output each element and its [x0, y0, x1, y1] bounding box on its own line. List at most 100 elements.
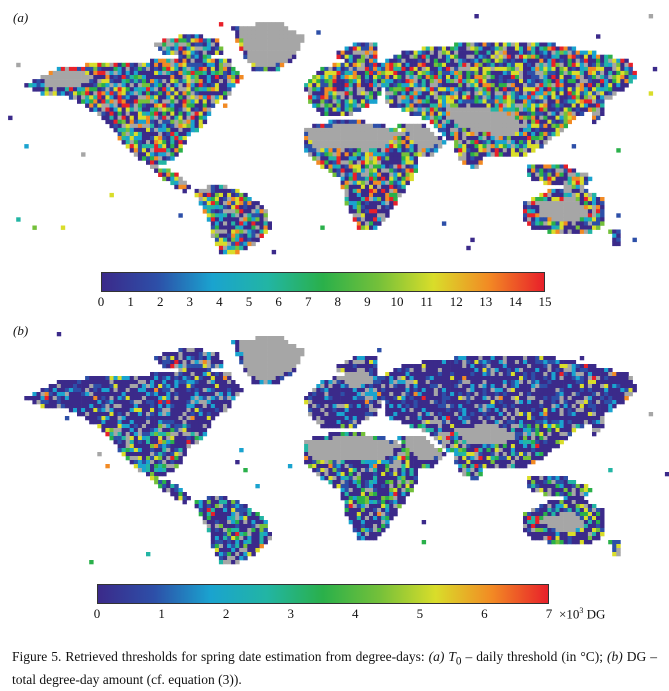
map-cell	[425, 131, 431, 137]
map-cell	[198, 38, 204, 43]
map-cell	[587, 75, 593, 80]
map-cell	[592, 372, 597, 377]
map-cell	[214, 50, 220, 55]
map-cell	[389, 91, 394, 96]
map-cell	[190, 123, 195, 129]
map-cell	[89, 404, 94, 409]
map-cell	[352, 376, 358, 381]
map-cell	[393, 396, 398, 401]
map-cell	[186, 127, 191, 133]
map-cell	[600, 217, 605, 222]
map-cell	[429, 368, 435, 373]
map-cell	[389, 168, 394, 173]
map-cell	[506, 364, 512, 369]
map-cell	[316, 156, 321, 161]
map-cell	[56, 75, 62, 80]
map-cell	[506, 148, 512, 153]
map-cell	[279, 58, 285, 64]
map-cell	[559, 380, 564, 385]
map-cell	[259, 213, 264, 218]
map-cell	[190, 95, 195, 100]
map-cell	[587, 372, 593, 377]
map-cell	[527, 62, 532, 68]
map-cell	[312, 392, 317, 397]
map-cell	[446, 91, 451, 96]
map-cell	[567, 392, 572, 397]
map-cell	[450, 392, 455, 397]
map-cell	[494, 131, 500, 137]
map-cell	[166, 392, 171, 397]
map-cell	[186, 54, 191, 60]
map-cell	[198, 348, 204, 353]
map-cell	[482, 62, 487, 68]
map-cell	[182, 348, 187, 353]
map-cell	[600, 58, 605, 64]
map-cell	[182, 111, 187, 116]
map-cell	[401, 392, 406, 397]
map-cell	[474, 79, 479, 84]
map-cell	[68, 83, 74, 88]
map-cell	[133, 119, 139, 125]
map-cell	[332, 164, 337, 169]
map-cell	[547, 127, 552, 133]
map-cell	[332, 111, 337, 116]
map-cell	[170, 136, 175, 141]
map-cell	[44, 396, 49, 401]
map-cell	[519, 91, 524, 96]
map-cell	[141, 107, 147, 112]
map-cell	[567, 221, 572, 226]
map-cell	[486, 388, 491, 393]
map-cell	[150, 140, 155, 145]
map-cell	[279, 348, 285, 353]
map-cell	[539, 95, 544, 100]
map-cell	[105, 83, 110, 88]
map-cell	[373, 217, 378, 222]
map-cell	[535, 209, 540, 214]
map-cell	[527, 144, 532, 149]
map-cell	[454, 396, 459, 401]
map-cell	[567, 192, 572, 198]
map-cell	[571, 188, 577, 194]
map-cell	[575, 376, 581, 381]
map-cell	[425, 364, 431, 369]
map-cell	[198, 34, 204, 39]
map-cell	[324, 156, 329, 161]
map-cell	[247, 241, 252, 247]
map-cell	[373, 148, 378, 153]
map-cell	[373, 58, 378, 64]
map-cell	[539, 42, 544, 47]
map-cell	[527, 172, 532, 177]
map-cell	[137, 103, 143, 108]
map-cell	[527, 392, 532, 397]
map-cell	[206, 188, 212, 194]
map-cell	[539, 91, 544, 96]
map-cell	[101, 70, 106, 76]
map-cell	[279, 34, 285, 39]
map-cell	[170, 38, 175, 43]
map-cell	[539, 54, 544, 60]
map-cell	[559, 168, 564, 173]
map-cell	[498, 83, 504, 88]
map-cell	[470, 42, 475, 47]
map-cell	[52, 79, 58, 84]
map-cell	[360, 221, 366, 226]
map-cell	[316, 123, 321, 129]
map-cell	[600, 107, 605, 112]
colorbar-tick-label: 6	[275, 294, 282, 309]
map-cell	[579, 368, 585, 373]
map-cell	[328, 152, 333, 157]
map-cell	[523, 396, 528, 401]
map-cell	[344, 107, 349, 112]
map-cell	[563, 95, 568, 100]
map-cell	[389, 376, 394, 381]
map-cell	[563, 172, 568, 177]
map-cell	[494, 127, 500, 133]
map-cell	[64, 396, 70, 401]
map-cell	[519, 356, 524, 361]
map-cell	[490, 131, 495, 137]
map-cell	[583, 364, 589, 369]
map-cell	[583, 372, 589, 377]
map-cell	[190, 388, 195, 393]
map-cell	[389, 184, 394, 190]
map-cell	[559, 119, 564, 125]
